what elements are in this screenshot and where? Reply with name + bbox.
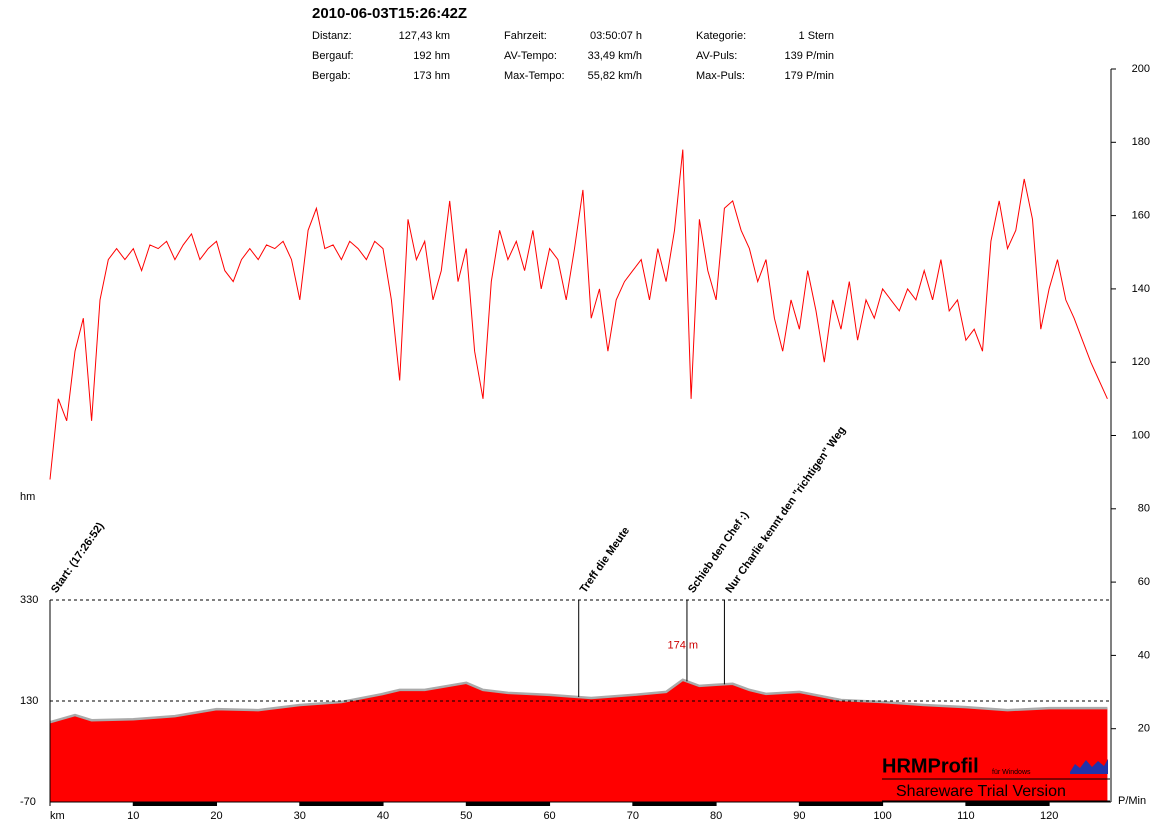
x-axis-band: [799, 802, 883, 806]
stat-value: 127,43 km: [399, 30, 450, 42]
stat-label: Fahrzeit:: [504, 30, 547, 42]
stat-label: AV-Tempo:: [504, 50, 557, 62]
logo: HRMProfil für Windows Shareware Trial Ve…: [882, 755, 1110, 802]
stat-label: Kategorie:: [696, 30, 746, 42]
x-tick-label: 110: [957, 810, 975, 822]
y-tick-label: 130: [20, 695, 38, 707]
heart-rate-line: [49, 149, 1108, 480]
x-axis-band: [299, 802, 384, 806]
x-axis-band: [965, 802, 1050, 806]
x-tick-label: 30: [294, 810, 306, 822]
stat-label: Max-Tempo:: [504, 70, 565, 82]
x-tick-label: 100: [873, 810, 891, 822]
x-tick-label: 10: [127, 810, 139, 822]
annotation: Start: (17:26:52): [49, 520, 107, 595]
y-axis-label: hm: [20, 491, 35, 503]
elevation-area: [50, 679, 1108, 802]
x-tick-label: 20: [210, 810, 222, 822]
y2-tick-label: 60: [1138, 576, 1150, 588]
y2-tick-label: 160: [1132, 210, 1150, 222]
peak-label: 174 m: [667, 640, 698, 652]
stat-label: Bergauf:: [312, 50, 354, 62]
stat-value: 179 P/min: [784, 70, 834, 82]
annotation: Treff die Meute: [578, 525, 632, 595]
y-tick-label: 330: [20, 594, 38, 606]
y2-tick-label: 100: [1132, 429, 1150, 441]
stat-label: Bergab:: [312, 70, 351, 82]
y2-tick-label: 20: [1138, 723, 1150, 735]
y2-tick-label: 200: [1132, 63, 1150, 75]
y2-tick-label: 140: [1132, 283, 1150, 295]
x-axis-band: [466, 802, 550, 806]
x-axis-band: [133, 802, 217, 806]
y2-tick-label: 40: [1138, 649, 1150, 661]
stat-value: 1 Stern: [799, 30, 834, 42]
stat-label: Max-Puls:: [696, 70, 745, 82]
stat-label: AV-Puls:: [696, 50, 737, 62]
stat-value: 03:50:07 h: [590, 30, 642, 42]
logo-name: HRMProfil: [882, 755, 979, 777]
y2-tick-label: 180: [1132, 136, 1150, 148]
logo-icon: [1070, 759, 1108, 774]
x-tick-label: km: [50, 810, 65, 822]
y2-tick-label: 120: [1132, 356, 1150, 368]
annotation: Nur Charlie kennt den "richtigen" Weg: [723, 424, 848, 595]
trial-note: Shareware Trial Version: [896, 783, 1066, 800]
chart-title: 2010-06-03T15:26:42Z: [312, 5, 467, 22]
stat-value: 173 hm: [413, 70, 450, 82]
x-tick-label: 70: [627, 810, 639, 822]
x-tick-label: 80: [710, 810, 722, 822]
stat-value: 33,49 km/h: [588, 50, 642, 62]
elevation-line: [49, 678, 1108, 724]
x-tick-label: 120: [1040, 810, 1058, 822]
x-tick-label: 40: [377, 810, 389, 822]
logo-sub: für Windows: [992, 769, 1031, 776]
stat-value: 55,82 km/h: [588, 70, 642, 82]
stat-value: 192 hm: [413, 50, 450, 62]
x-tick-label: 90: [793, 810, 805, 822]
x-tick-label: 60: [543, 810, 555, 822]
stat-value: 139 P/min: [784, 50, 834, 62]
y2-tick-label: 80: [1138, 503, 1150, 515]
y2-axis-label: P/Min: [1118, 795, 1146, 807]
stat-label: Distanz:: [312, 30, 352, 42]
x-axis-band: [632, 802, 717, 806]
y-tick-label: -70: [20, 796, 36, 808]
x-tick-label: 50: [460, 810, 472, 822]
